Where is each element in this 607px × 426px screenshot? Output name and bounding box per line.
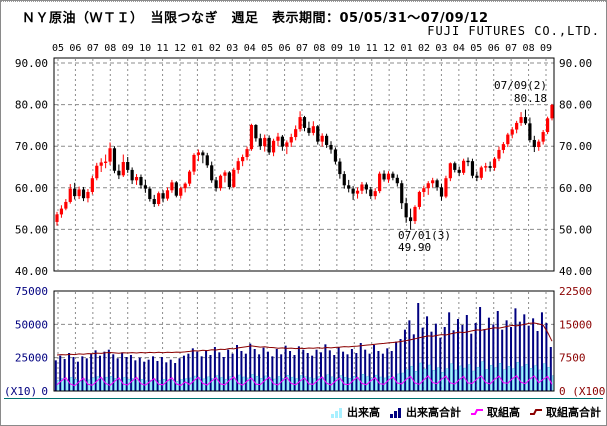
svg-text:08: 08 <box>523 43 535 54</box>
svg-text:09: 09 <box>122 43 134 54</box>
price-axis-labels: 90.00 90.00 80.00 80.00 70.00 70.00 60.00 60.00… <box>15 57 592 278</box>
svg-text:03: 03 <box>226 43 238 54</box>
price-panel-border <box>53 57 555 272</box>
legend-item-2: 取組高 <box>470 404 520 420</box>
svg-text:70.00: 70.00 <box>15 140 48 153</box>
svg-text:06: 06 <box>279 43 291 54</box>
svg-text:50.00: 50.00 <box>15 223 48 236</box>
svg-text:(X10): (X10) <box>4 385 37 398</box>
svg-text:08: 08 <box>104 43 116 54</box>
svg-text:06: 06 <box>488 43 500 54</box>
legend-item-1: 出来高合計 <box>389 404 461 420</box>
svg-text:09: 09 <box>540 43 552 54</box>
svg-text:70.00: 70.00 <box>559 140 592 153</box>
annotations: 07/09(2)80.18 07/01(3)49.90 <box>398 79 547 254</box>
svg-text:04: 04 <box>244 43 256 54</box>
svg-text:09: 09 <box>331 43 343 54</box>
svg-text:11: 11 <box>157 43 169 54</box>
svg-text:0: 0 <box>41 385 48 398</box>
svg-text:07: 07 <box>296 43 308 54</box>
svg-text:10: 10 <box>139 43 151 54</box>
svg-text:60.00: 60.00 <box>15 182 48 195</box>
svg-text:0 (X100): 0 (X100) <box>559 385 607 398</box>
line-series-icon <box>471 409 483 415</box>
legend-label: 出来高 <box>347 406 380 419</box>
svg-text:49.90: 49.90 <box>398 241 431 254</box>
svg-text:25000: 25000 <box>15 352 48 365</box>
separator-line <box>4 398 603 399</box>
month-axis-labels: 05 06 07 08 09 10 11 12 01 02 03 04 05 06 07 08 09 10 11 12… <box>52 43 552 54</box>
svg-text:75000: 75000 <box>15 285 48 298</box>
svg-text:07: 07 <box>505 43 517 54</box>
svg-text:10: 10 <box>348 43 360 54</box>
volume-panel-border <box>53 290 555 392</box>
svg-text:90.00: 90.00 <box>15 57 48 70</box>
volume-axis-labels: 75000 50000 25000 0 (X10) 22500 15000 7500 0 (X1… <box>4 285 607 398</box>
svg-text:60.00: 60.00 <box>559 182 592 195</box>
total-volume-bars <box>54 303 552 391</box>
svg-text:7500: 7500 <box>559 352 586 365</box>
legend-item-3: 取組高合計 <box>529 404 601 420</box>
candlesticks <box>55 103 554 230</box>
svg-text:01: 01 <box>191 43 203 54</box>
gridlines <box>54 59 554 390</box>
svg-text:07/09(2): 07/09(2) <box>494 79 547 92</box>
svg-text:08: 08 <box>313 43 325 54</box>
legend-label: 出来高合計 <box>406 406 461 419</box>
svg-text:01: 01 <box>401 43 413 54</box>
svg-text:11: 11 <box>366 43 378 54</box>
line-series-icon <box>530 409 542 415</box>
svg-text:90.00: 90.00 <box>559 57 592 70</box>
svg-text:03: 03 <box>435 43 447 54</box>
svg-text:06: 06 <box>69 43 81 54</box>
svg-text:04: 04 <box>453 43 465 54</box>
svg-text:12: 12 <box>383 43 395 54</box>
company-name: FUJI FUTURES CO.,LTD. <box>427 24 600 38</box>
svg-text:80.18: 80.18 <box>514 92 547 105</box>
svg-text:15000: 15000 <box>559 318 592 331</box>
legend-item-0: 出来高 <box>330 404 380 420</box>
svg-text:50000: 50000 <box>15 318 48 331</box>
svg-text:40.00: 40.00 <box>559 265 592 278</box>
svg-text:02: 02 <box>209 43 221 54</box>
svg-text:22500: 22500 <box>559 285 592 298</box>
open-interest-line <box>56 374 553 387</box>
legend-label: 取組高合計 <box>546 406 601 419</box>
chart-legend: 出来高 出来高合計 取組高 取組高合計 <box>330 404 601 420</box>
svg-text:12: 12 <box>174 43 186 54</box>
svg-text:40.00: 40.00 <box>15 265 48 278</box>
svg-text:07: 07 <box>87 43 99 54</box>
bar-series-icon <box>331 408 342 418</box>
svg-text:07/01(3): 07/01(3) <box>398 229 451 242</box>
svg-text:80.00: 80.00 <box>15 99 48 112</box>
legend-label: 取組高 <box>487 406 520 419</box>
svg-text:05: 05 <box>52 43 64 54</box>
svg-text:50.00: 50.00 <box>559 223 592 236</box>
chart-title: ＮＹ原油（ＷＴＩ） 当限つなぎ 週足 表示期間：05/05/31～07/09/1… <box>22 11 489 26</box>
bar-series-icon <box>390 408 401 418</box>
total-open-interest-line <box>56 322 553 356</box>
svg-text:05: 05 <box>470 43 482 54</box>
svg-text:05: 05 <box>261 43 273 54</box>
svg-text:02: 02 <box>418 43 430 54</box>
svg-text:80.00: 80.00 <box>559 99 592 112</box>
